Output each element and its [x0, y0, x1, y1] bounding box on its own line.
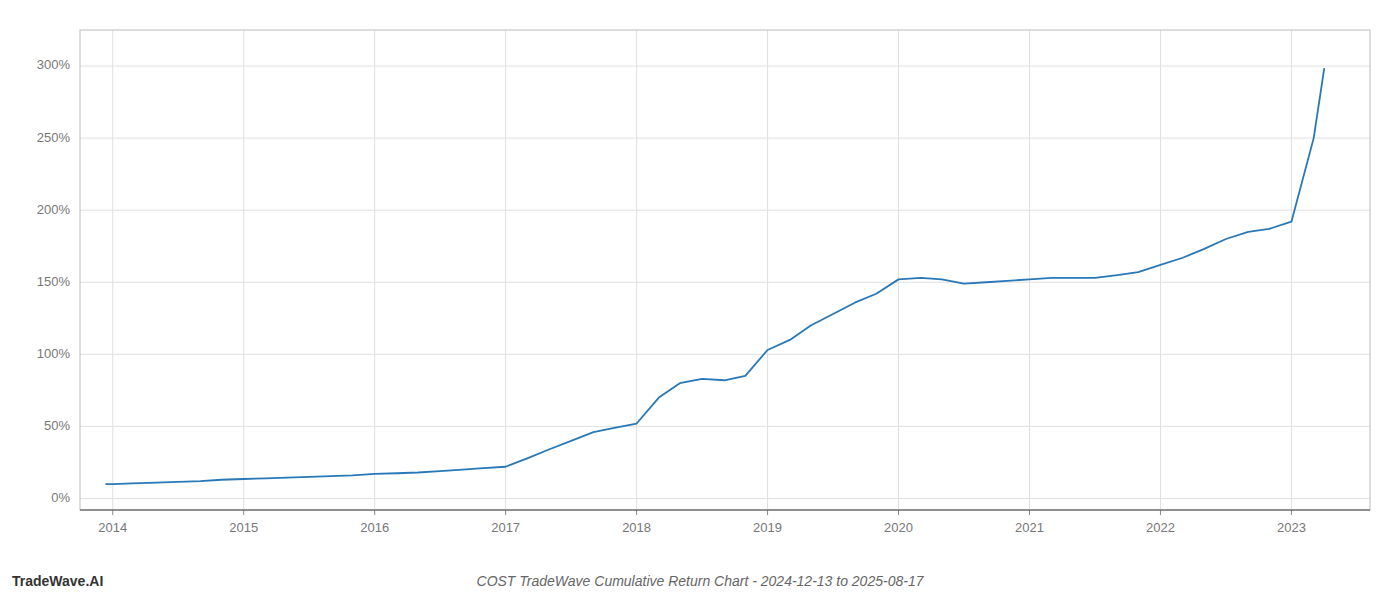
x-grid-line	[1291, 30, 1292, 510]
plot-frame	[80, 30, 1370, 510]
y-grid-line	[80, 426, 1370, 427]
watermark: TradeWave.AI	[12, 573, 103, 589]
x-tick	[243, 510, 244, 515]
x-tick	[112, 510, 113, 515]
x-grid-line	[374, 30, 375, 510]
y-grid-line	[80, 66, 1370, 67]
x-tick-label: 2016	[360, 520, 389, 535]
x-tick-label: 2018	[622, 520, 651, 535]
grid	[80, 30, 1370, 510]
x-grid-line	[767, 30, 768, 510]
x-grid-line	[1160, 30, 1161, 510]
axes: 0% 50% 100% 150% 200% 250% 300% 2014 2015 2016 201…	[37, 30, 1370, 535]
x-tick	[767, 510, 768, 515]
x-tick-label: 2015	[229, 520, 258, 535]
x-tick-label: 2014	[98, 520, 127, 535]
x-grid-line	[243, 30, 244, 510]
x-tick	[636, 510, 637, 515]
y-tick-label: 100%	[37, 346, 71, 361]
x-grid-line	[1029, 30, 1030, 510]
y-tick-label: 0%	[51, 490, 70, 505]
x-grid-line	[112, 30, 113, 510]
y-grid-line	[80, 354, 1370, 355]
x-tick-label: 2021	[1015, 520, 1044, 535]
x-tick	[374, 510, 375, 515]
y-grid-line	[80, 210, 1370, 211]
y-tick-label: 250%	[37, 130, 71, 145]
x-tick	[1029, 510, 1030, 515]
y-grid-line	[80, 138, 1370, 139]
x-grid-line	[636, 30, 637, 510]
title: COST TradeWave Cumulative Return Chart -…	[477, 573, 925, 589]
x-tick-label: 2023	[1277, 520, 1306, 535]
x-tick-label: 2017	[491, 520, 520, 535]
x-tick	[1160, 510, 1161, 515]
x-tick-label: 2020	[884, 520, 913, 535]
x-tick-label: 2019	[753, 520, 782, 535]
y-grid-line	[80, 498, 1370, 499]
x-tick-label: 2022	[1146, 520, 1175, 535]
y-tick-label: 300%	[37, 57, 71, 72]
page: {"chart_data": { "type": "line", "title"…	[0, 0, 1400, 600]
y-tick-label: 150%	[37, 274, 71, 289]
y-grid-line	[80, 282, 1370, 283]
return-line	[106, 69, 1324, 484]
chart: 0% 50% 100% 150% 200% 250% 300% 2014 2015 2016 201…	[0, 0, 1400, 600]
x-axis-line	[80, 509, 1370, 510]
x-tick	[1291, 510, 1292, 515]
x-grid-line	[505, 30, 506, 510]
y-tick-label: 50%	[44, 418, 70, 433]
data	[106, 69, 1324, 484]
x-grid-line	[898, 30, 899, 510]
x-tick	[898, 510, 899, 515]
y-tick-label: 200%	[37, 202, 71, 217]
x-tick	[505, 510, 506, 515]
